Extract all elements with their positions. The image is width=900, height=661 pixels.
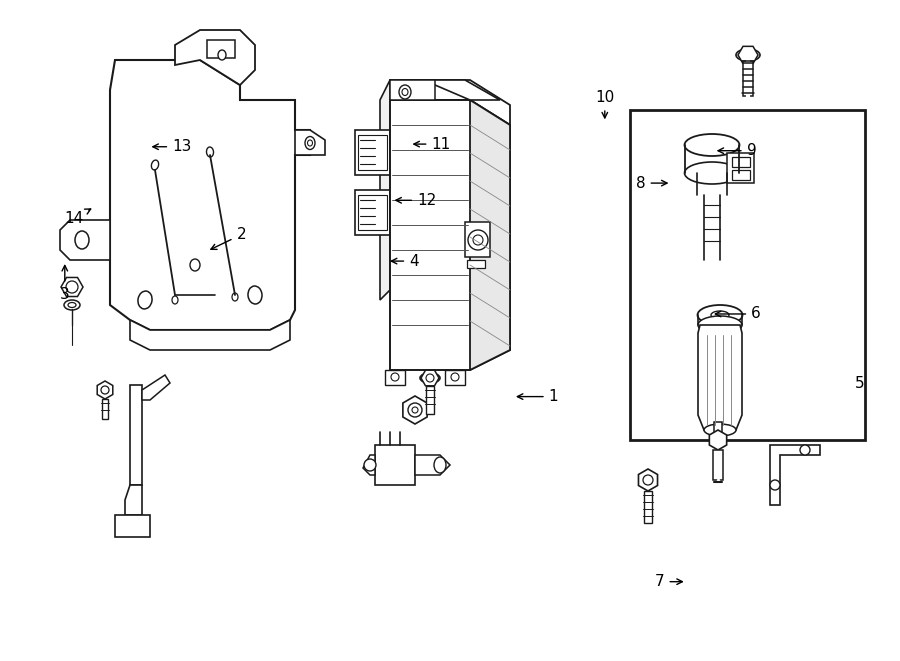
Ellipse shape (232, 293, 238, 301)
Ellipse shape (736, 49, 760, 61)
Text: 8: 8 (636, 176, 667, 190)
Text: 4: 4 (392, 254, 418, 268)
Circle shape (412, 407, 418, 413)
Ellipse shape (218, 50, 226, 60)
Polygon shape (175, 30, 255, 85)
Ellipse shape (172, 296, 178, 304)
Polygon shape (375, 445, 415, 485)
Bar (355, 130, 390, 175)
Circle shape (66, 281, 78, 293)
Text: 12: 12 (396, 193, 436, 208)
Text: 6: 6 (716, 307, 760, 321)
Circle shape (643, 475, 653, 485)
Bar (102, 399, 108, 419)
Circle shape (473, 235, 483, 245)
Polygon shape (390, 80, 510, 125)
Text: 1: 1 (518, 389, 558, 404)
Text: 3: 3 (60, 266, 69, 301)
Bar (355, 190, 390, 235)
Circle shape (770, 480, 780, 490)
Ellipse shape (685, 134, 740, 156)
Bar (630, 110, 865, 440)
Polygon shape (110, 60, 310, 330)
Polygon shape (638, 469, 658, 491)
Ellipse shape (190, 259, 200, 271)
Polygon shape (727, 153, 754, 183)
Ellipse shape (68, 303, 76, 307)
Ellipse shape (64, 300, 80, 310)
Polygon shape (97, 381, 112, 399)
Polygon shape (709, 430, 726, 450)
Bar (358, 135, 387, 170)
Ellipse shape (305, 137, 315, 149)
Bar (426, 386, 434, 414)
Polygon shape (770, 445, 820, 505)
Polygon shape (698, 325, 742, 430)
Polygon shape (421, 370, 439, 386)
Polygon shape (403, 396, 427, 424)
Ellipse shape (248, 286, 262, 304)
Polygon shape (295, 130, 325, 155)
Circle shape (426, 374, 434, 382)
Circle shape (451, 373, 459, 381)
Bar (467, 260, 485, 268)
Ellipse shape (698, 305, 742, 325)
Ellipse shape (138, 291, 152, 309)
Circle shape (101, 386, 109, 394)
Polygon shape (142, 375, 170, 400)
Bar (743, 61, 753, 96)
Polygon shape (470, 100, 510, 370)
Polygon shape (130, 320, 290, 350)
Ellipse shape (75, 231, 89, 249)
Bar (207, 40, 235, 58)
Circle shape (408, 403, 422, 417)
Bar (385, 370, 405, 385)
Text: 13: 13 (153, 139, 192, 154)
Bar (358, 195, 387, 230)
Text: 7: 7 (655, 574, 682, 589)
Polygon shape (380, 80, 390, 300)
Bar (115, 515, 150, 537)
Text: 11: 11 (414, 137, 451, 151)
Polygon shape (738, 46, 758, 63)
Polygon shape (415, 455, 450, 475)
Text: 2: 2 (211, 227, 246, 249)
Ellipse shape (434, 457, 446, 473)
Polygon shape (130, 385, 142, 485)
Circle shape (468, 230, 488, 250)
Ellipse shape (711, 311, 729, 319)
Ellipse shape (420, 373, 440, 383)
Polygon shape (400, 80, 500, 100)
Bar (732, 170, 750, 180)
Polygon shape (390, 80, 435, 100)
Ellipse shape (399, 85, 411, 99)
Bar (732, 157, 750, 167)
Polygon shape (363, 455, 375, 475)
Ellipse shape (206, 147, 213, 157)
Text: 10: 10 (595, 91, 615, 118)
Polygon shape (390, 100, 510, 370)
Ellipse shape (742, 52, 754, 58)
Ellipse shape (704, 424, 736, 436)
Ellipse shape (698, 316, 742, 334)
Polygon shape (125, 485, 142, 515)
Bar (644, 491, 652, 523)
Bar (713, 450, 723, 480)
Bar (714, 422, 722, 434)
Ellipse shape (685, 162, 740, 184)
Circle shape (364, 459, 376, 471)
Circle shape (391, 373, 399, 381)
Ellipse shape (308, 140, 312, 146)
Ellipse shape (402, 89, 408, 95)
Bar (445, 370, 465, 385)
Text: 5: 5 (855, 376, 864, 391)
Text: 9: 9 (718, 143, 756, 158)
Ellipse shape (151, 160, 158, 170)
Text: 14: 14 (64, 209, 91, 225)
Circle shape (800, 445, 810, 455)
Bar (465, 222, 490, 257)
Polygon shape (60, 220, 110, 260)
Polygon shape (61, 278, 83, 297)
